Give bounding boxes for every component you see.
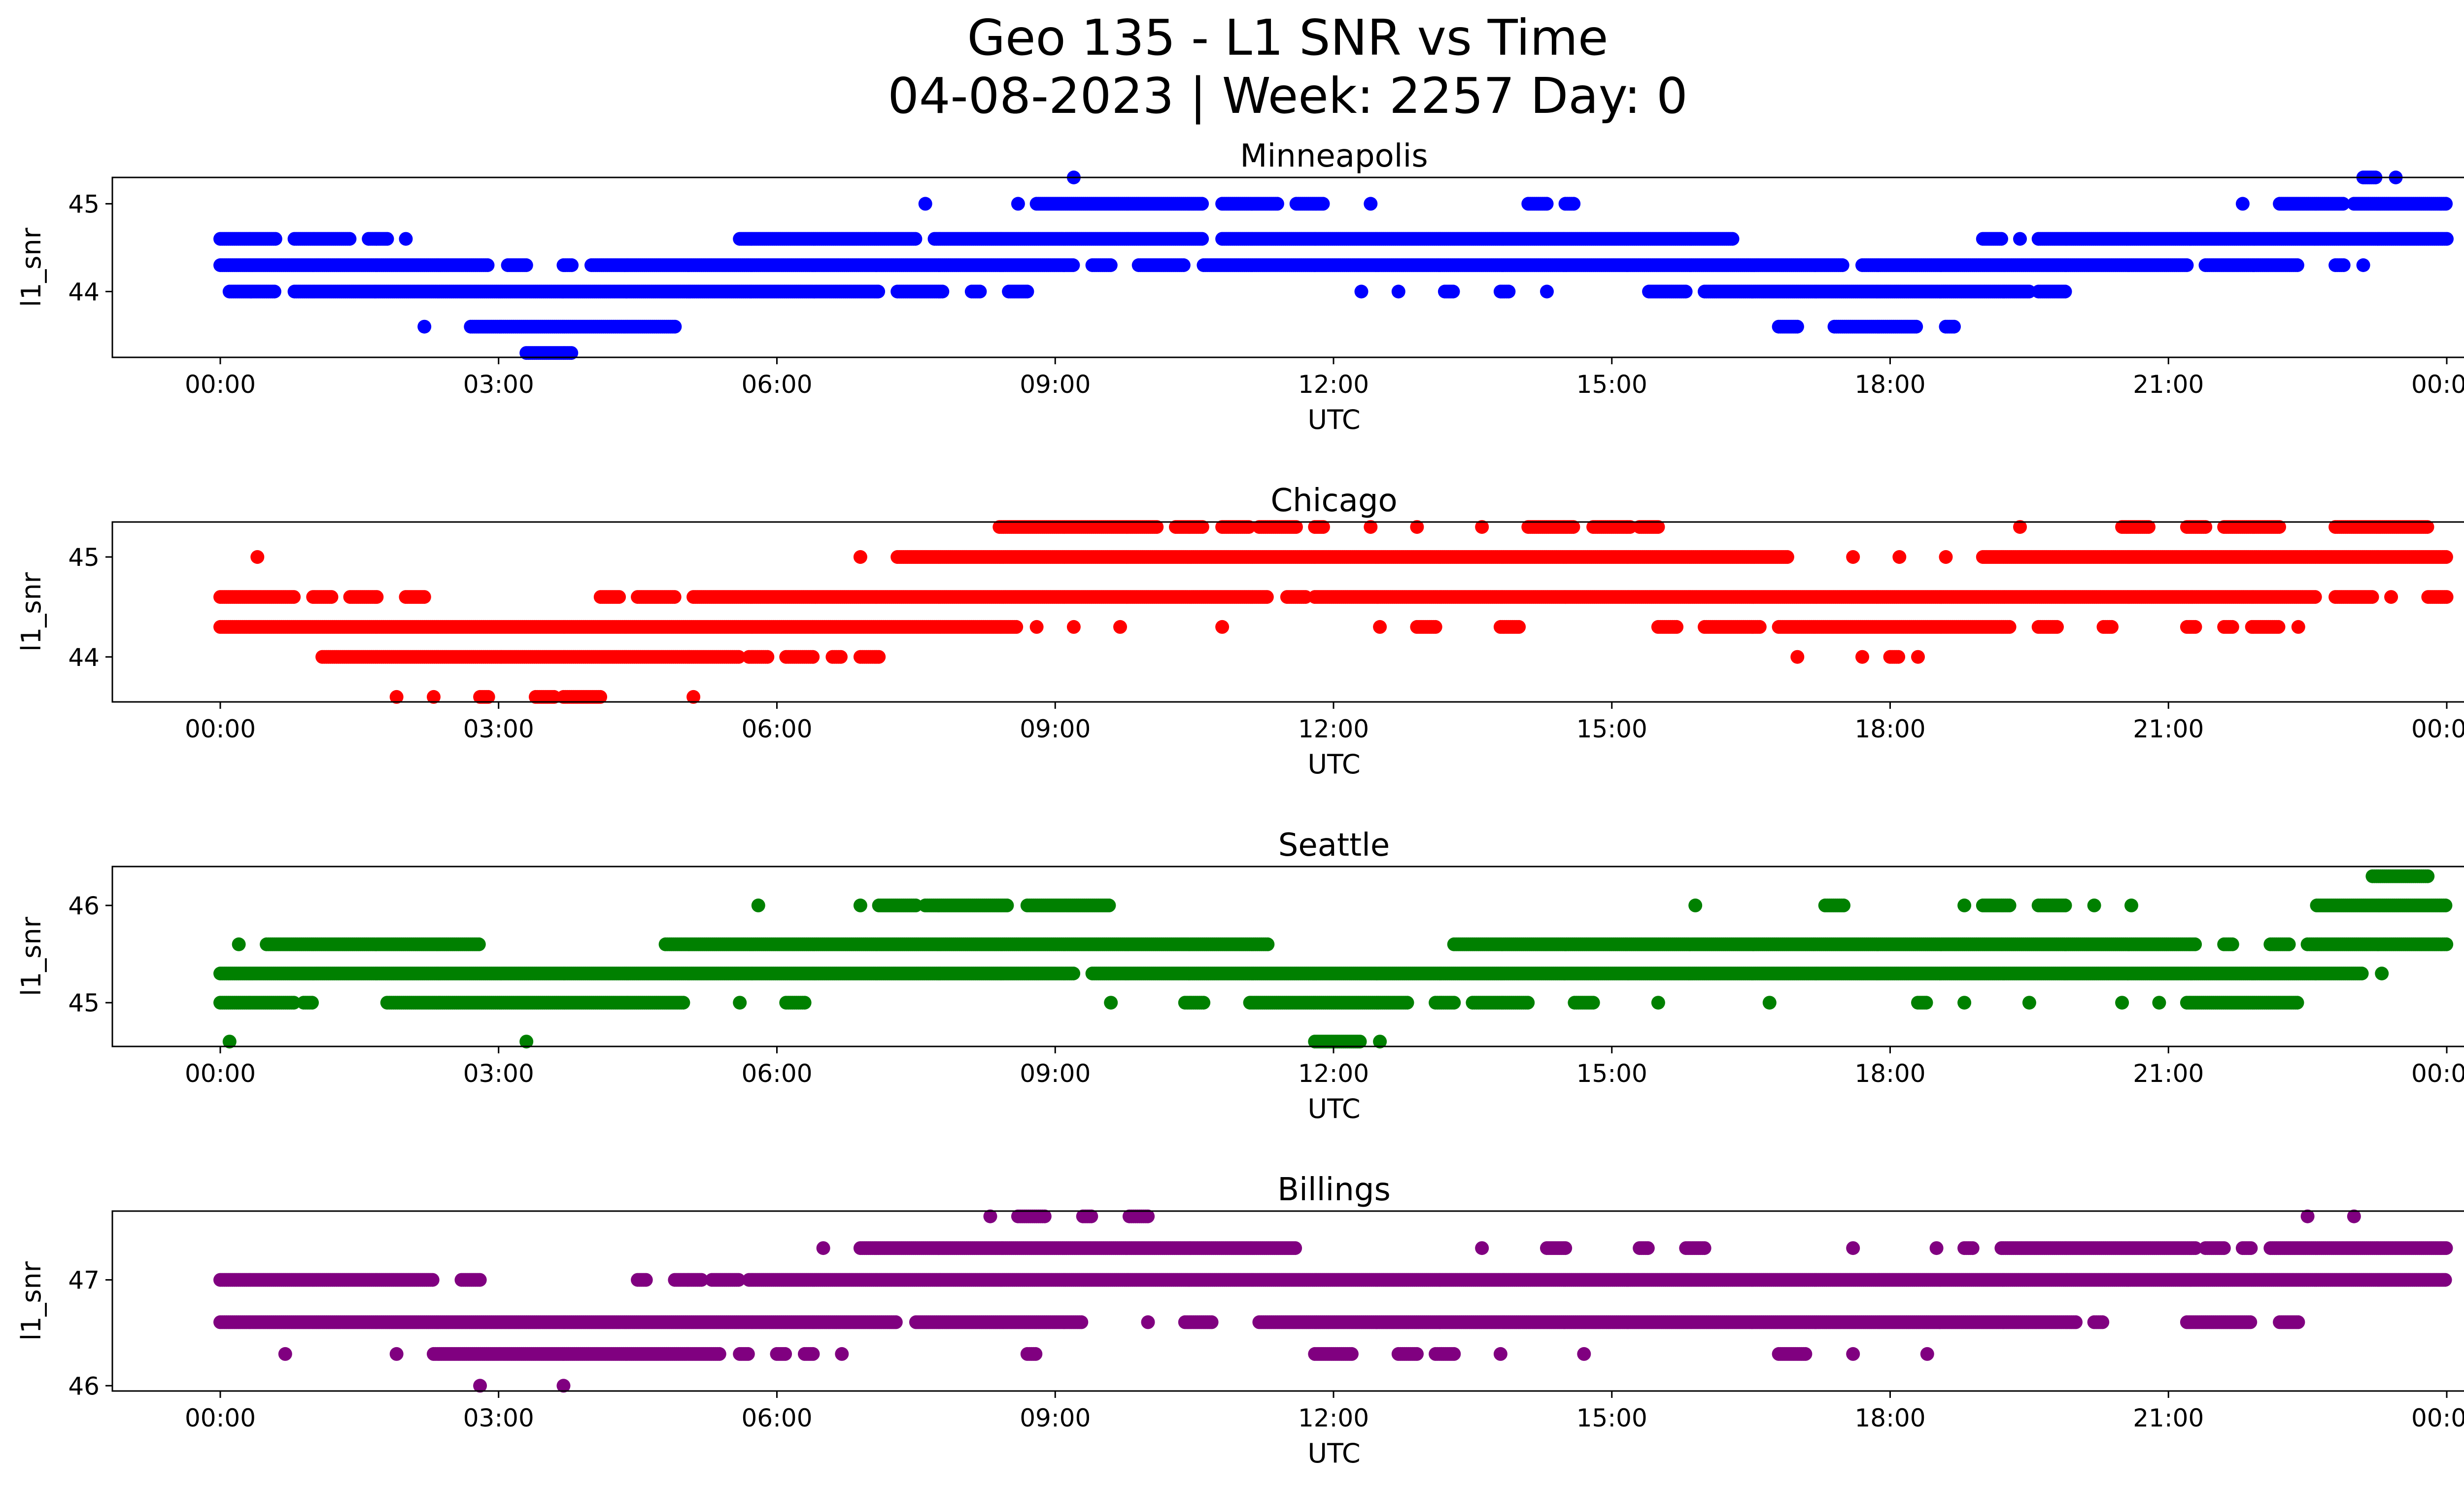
y-tick-label: 44 <box>68 278 100 306</box>
data-point <box>2356 258 2370 272</box>
data-point <box>908 232 923 246</box>
data-point <box>267 284 281 299</box>
subplot-title: Chicago <box>1270 483 1397 519</box>
data-point <box>370 590 384 604</box>
data-point <box>935 284 950 299</box>
x-tick-label: 18:00 <box>1854 370 1925 399</box>
data-point <box>1009 620 1024 634</box>
data-point <box>1176 258 1191 272</box>
data-point <box>1354 284 1369 299</box>
data-point <box>1103 258 1118 272</box>
y-tick-label: 45 <box>68 190 100 218</box>
data-point <box>1725 232 1740 246</box>
x-tick-label: 09:00 <box>1020 370 1091 399</box>
data-point <box>853 550 867 564</box>
data-point <box>973 284 987 299</box>
data-point <box>1835 258 1849 272</box>
data-point <box>1029 620 1044 634</box>
data-point <box>2013 232 2027 246</box>
data-point <box>1270 197 1284 211</box>
data-point <box>2336 197 2350 211</box>
x-tick-label: 03:00 <box>463 370 534 399</box>
data-point <box>2290 258 2304 272</box>
data-point <box>1540 284 1554 299</box>
data-point <box>2058 284 2072 299</box>
data-point <box>1195 197 1209 211</box>
data-point <box>1512 620 1526 634</box>
data-point <box>250 550 265 564</box>
figure-title: Geo 135 - L1 SNR vs Time 04-08-2023 | We… <box>0 9 2464 125</box>
data-point <box>1113 620 1127 634</box>
data-point <box>1391 284 1405 299</box>
figure-title-line-2: 04-08-2023 | Week: 2257 Day: 0 <box>888 67 1688 125</box>
data-point <box>1846 550 1860 564</box>
data-point <box>2384 590 2398 604</box>
data-point <box>287 590 301 604</box>
data-point <box>1215 620 1230 634</box>
data-point <box>1540 197 1554 211</box>
data-point <box>2439 590 2454 604</box>
data-point <box>1260 590 1274 604</box>
data-point <box>1790 319 1804 334</box>
data-point <box>612 590 626 604</box>
data-point <box>668 319 682 334</box>
data-point <box>342 232 357 246</box>
x-tick-label: 21:00 <box>2133 370 2204 399</box>
figure-title-line-1: Geo 135 - L1 SNR vs Time <box>967 9 1608 67</box>
data-point <box>871 284 886 299</box>
x-tick-label: 15:00 <box>1576 370 1647 399</box>
data-point <box>380 232 394 246</box>
data-point <box>268 232 282 246</box>
data-point <box>1670 620 1684 634</box>
data-points <box>213 171 2454 360</box>
data-point <box>399 232 413 246</box>
data-point <box>417 319 432 334</box>
data-point <box>1678 284 1693 299</box>
data-point <box>1780 550 1794 564</box>
data-point <box>1364 197 1378 211</box>
data-point <box>417 590 431 604</box>
data-point <box>1195 232 1209 246</box>
data-point <box>1567 197 1581 211</box>
data-point <box>2440 232 2454 246</box>
x-axis-label: UTC <box>1307 404 1360 435</box>
x-tick-label: 00:00 <box>2411 370 2464 399</box>
data-point <box>918 197 932 211</box>
data-point <box>667 590 682 604</box>
data-point <box>324 590 339 604</box>
data-point <box>2365 590 2379 604</box>
data-point <box>1947 319 1961 334</box>
data-point <box>2439 550 2453 564</box>
data-point <box>1428 620 1442 634</box>
data-point <box>1909 319 1923 334</box>
data-point <box>1892 550 1907 564</box>
x-tick-label: 12:00 <box>1298 370 1369 399</box>
data-point <box>565 258 579 272</box>
data-point <box>1446 284 1460 299</box>
data-point <box>1939 550 1953 564</box>
data-point <box>519 258 533 272</box>
data-points <box>213 520 2454 704</box>
subplot-minneapolis: Minneapolis 00:00 03:00 06:00 09:00 12:00 15:0… <box>16 138 2464 435</box>
data-point <box>1994 232 2008 246</box>
x-tick-label: 00:00 <box>185 370 256 399</box>
data-point <box>2235 197 2250 211</box>
subplot-title: Minneapolis <box>1240 138 1428 174</box>
data-point <box>480 258 495 272</box>
data-point <box>1011 197 1025 211</box>
data-point <box>1316 197 1330 211</box>
data-point <box>1066 258 1080 272</box>
data-point <box>2180 258 2194 272</box>
data-point <box>2336 258 2351 272</box>
data-point <box>1373 620 1387 634</box>
data-point <box>2308 590 2322 604</box>
data-point <box>1502 284 1516 299</box>
data-point <box>1020 284 1034 299</box>
y-axis-label: l1_snr <box>16 227 47 307</box>
data-point <box>2439 197 2453 211</box>
x-tick-label: 06:00 <box>741 370 812 399</box>
data-point <box>1066 620 1081 634</box>
